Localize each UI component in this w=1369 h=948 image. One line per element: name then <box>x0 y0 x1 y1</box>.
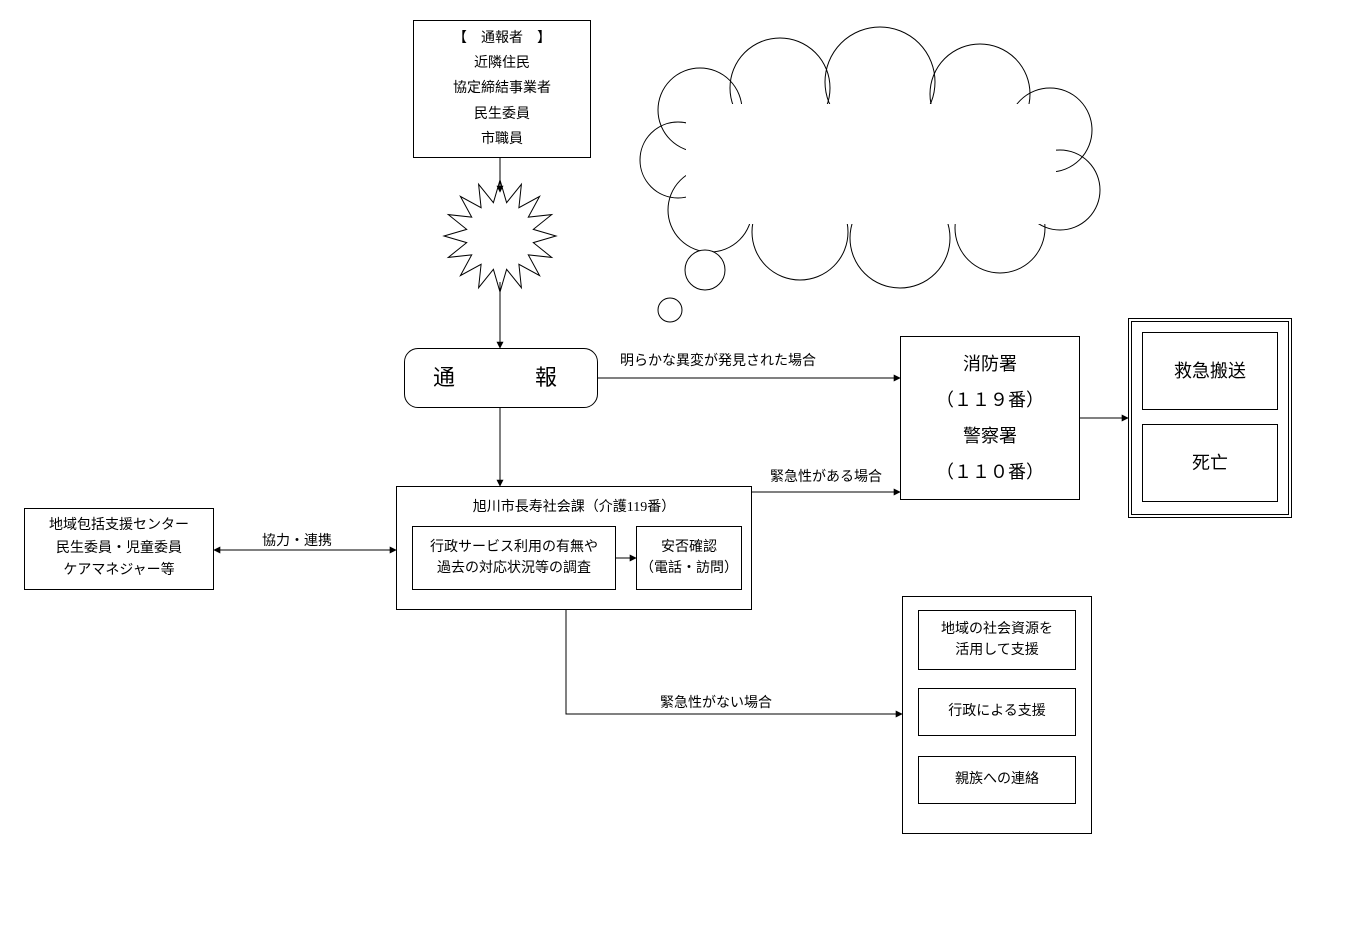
thought-line: ・腐敗臭がする・・・！ など <box>702 194 1072 217</box>
thought-text: ・窓から室内で倒れているのが見える・・・！ ・室内で座り込んだまま動かず，呼びか… <box>690 102 1072 217</box>
node-support-relatives: 親族への連絡 <box>918 756 1076 804</box>
thought-line: ・ハエが大量に飛んでいる・・・！ <box>702 171 1072 194</box>
reporters-title: 【 通報者 】 <box>453 26 551 51</box>
thought-line: 反応しない・・・！ <box>702 148 1072 171</box>
edge-label-obvious-anomaly: 明らかな異変が発見された場合 <box>620 350 816 370</box>
node-cooperators: 地域包括支援センター 民生委員・児童委員 ケアマネジャー等 <box>24 508 214 590</box>
outcome-death-label: 死亡 <box>1192 447 1228 479</box>
edge-label-not-urgent: 緊急性がない場合 <box>660 692 772 712</box>
fp-line: （１１０番） <box>936 454 1044 490</box>
support-relatives-label: 親族への連絡 <box>955 767 1039 792</box>
coop-line: 民生委員・児童委員 <box>56 538 182 560</box>
node-reporters: 【 通報者 】 近隣住民 協定締結事業者 民生委員 市職員 <box>413 20 591 158</box>
node-outcome-death: 死亡 <box>1142 424 1278 502</box>
node-fire-police: 消防署 （１１９番） 警察署 （１１０番） <box>900 336 1080 500</box>
safety-line: 安否確認 <box>661 537 717 558</box>
survey-line: 過去の対応状況等の調査 <box>437 558 591 579</box>
thought-line: ・窓から室内で倒れているのが見える・・・！ <box>702 102 1072 125</box>
safety-line: （電話・訪問） <box>640 558 738 579</box>
fp-line: （１１９番） <box>936 382 1044 418</box>
edge-label-urgent: 緊急性がある場合 <box>770 466 882 486</box>
node-safety-check: 安否確認 （電話・訪問） <box>636 526 742 590</box>
city-dept-title: 旭川市長寿社会課（介護119番） <box>473 495 675 520</box>
fp-line: 警察署 <box>963 418 1017 454</box>
reporters-line: 市職員 <box>481 127 523 152</box>
node-report: 通 報 <box>404 348 598 408</box>
support-community-line: 活用して支援 <box>955 640 1039 661</box>
reporters-line: 近隣住民 <box>474 51 530 76</box>
support-community-line: 地域の社会資源を <box>941 619 1053 640</box>
coop-line: ケアマネジャー等 <box>63 560 174 582</box>
reporters-line: 協定締結事業者 <box>453 76 551 101</box>
support-admin-label: 行政による支援 <box>948 699 1046 724</box>
fp-line: 消防署 <box>963 346 1017 382</box>
thought-line: ・室内で座り込んだまま動かず，呼びかけにも <box>702 125 1072 148</box>
reporters-line: 民生委員 <box>474 102 530 127</box>
report-label: 通 報 <box>433 358 569 398</box>
node-support-admin: 行政による支援 <box>918 688 1076 736</box>
node-outcome-transport: 救急搬送 <box>1142 332 1278 410</box>
flowchart-canvas: 【 通報者 】 近隣住民 協定締結事業者 民生委員 市職員 通 報 旭川市長寿社… <box>0 0 1369 948</box>
discovery-label: 異変の発見 <box>464 226 534 246</box>
coop-line: 地域包括支援センター <box>49 515 189 537</box>
outcome-transport-label: 救急搬送 <box>1174 355 1246 387</box>
edge-label-cooperation: 協力・連携 <box>262 530 332 550</box>
node-support-community: 地域の社会資源を 活用して支援 <box>918 610 1076 670</box>
node-survey: 行政サービス利用の有無や 過去の対応状況等の調査 <box>412 526 616 590</box>
survey-line: 行政サービス利用の有無や <box>430 537 598 558</box>
